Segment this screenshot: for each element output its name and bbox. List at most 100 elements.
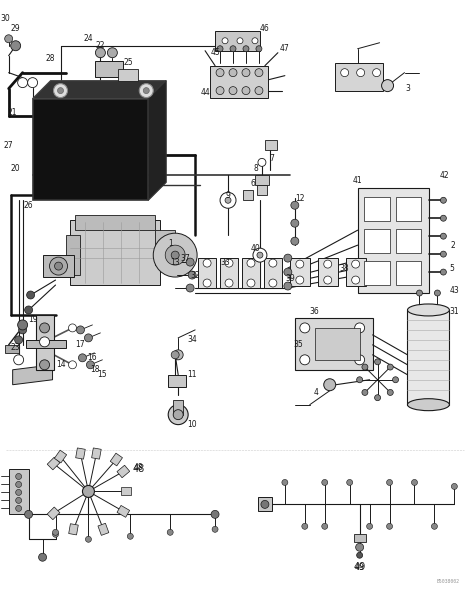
Circle shape bbox=[291, 237, 299, 245]
Circle shape bbox=[356, 543, 364, 551]
Text: 43: 43 bbox=[449, 285, 459, 295]
Text: 2: 2 bbox=[451, 241, 456, 250]
Circle shape bbox=[257, 252, 263, 258]
Text: 10: 10 bbox=[187, 420, 197, 429]
Circle shape bbox=[253, 248, 267, 262]
Bar bbox=[110, 453, 122, 466]
Circle shape bbox=[451, 483, 457, 489]
Circle shape bbox=[440, 197, 447, 203]
Circle shape bbox=[324, 260, 332, 268]
Text: 23: 23 bbox=[11, 343, 20, 352]
Circle shape bbox=[95, 47, 105, 58]
Text: 30: 30 bbox=[1, 14, 10, 23]
Text: 19: 19 bbox=[28, 315, 37, 324]
Circle shape bbox=[14, 355, 24, 365]
Circle shape bbox=[50, 257, 67, 275]
Text: 47: 47 bbox=[280, 44, 290, 53]
Text: 11: 11 bbox=[187, 370, 197, 380]
Bar bbox=[168, 375, 186, 387]
Circle shape bbox=[300, 355, 310, 365]
Bar bbox=[118, 69, 138, 81]
Circle shape bbox=[69, 324, 76, 332]
Bar bbox=[318, 258, 337, 286]
Circle shape bbox=[324, 379, 336, 391]
Circle shape bbox=[355, 323, 365, 333]
Circle shape bbox=[291, 201, 299, 209]
Text: 42: 42 bbox=[439, 171, 449, 180]
Text: 6: 6 bbox=[251, 179, 255, 188]
Text: 5: 5 bbox=[449, 263, 454, 273]
Text: 16: 16 bbox=[88, 353, 97, 362]
Text: 46: 46 bbox=[260, 24, 270, 33]
Text: 31: 31 bbox=[449, 307, 459, 317]
Polygon shape bbox=[13, 365, 53, 385]
Circle shape bbox=[108, 47, 118, 58]
Circle shape bbox=[173, 410, 183, 420]
Circle shape bbox=[355, 355, 365, 365]
Circle shape bbox=[366, 524, 373, 530]
Bar bbox=[295, 318, 373, 370]
Bar bbox=[257, 186, 267, 195]
Bar bbox=[75, 215, 155, 230]
Circle shape bbox=[18, 320, 27, 330]
Text: 49: 49 bbox=[354, 562, 366, 572]
Text: 48: 48 bbox=[134, 463, 143, 472]
Text: 44: 44 bbox=[200, 88, 210, 97]
Bar bbox=[243, 190, 253, 200]
Circle shape bbox=[16, 473, 22, 480]
Circle shape bbox=[387, 524, 392, 530]
Circle shape bbox=[76, 326, 84, 334]
Circle shape bbox=[324, 276, 332, 284]
Circle shape bbox=[411, 480, 418, 486]
Text: 3: 3 bbox=[405, 84, 410, 93]
Circle shape bbox=[167, 530, 173, 535]
Circle shape bbox=[255, 87, 263, 95]
Circle shape bbox=[284, 254, 292, 262]
Circle shape bbox=[296, 276, 304, 284]
Circle shape bbox=[165, 245, 185, 265]
Text: 14: 14 bbox=[56, 361, 65, 369]
Bar bbox=[95, 60, 123, 76]
Bar bbox=[220, 258, 238, 288]
Circle shape bbox=[256, 46, 262, 52]
Circle shape bbox=[252, 38, 258, 44]
Circle shape bbox=[341, 69, 349, 76]
Circle shape bbox=[139, 84, 153, 98]
Bar bbox=[91, 448, 101, 459]
Circle shape bbox=[225, 197, 231, 203]
Text: 8: 8 bbox=[254, 164, 258, 173]
Bar bbox=[395, 197, 421, 221]
Circle shape bbox=[79, 354, 86, 362]
Circle shape bbox=[261, 500, 269, 508]
Circle shape bbox=[86, 361, 94, 369]
Text: 12: 12 bbox=[295, 194, 305, 203]
Circle shape bbox=[216, 87, 224, 95]
Bar bbox=[395, 229, 421, 253]
Circle shape bbox=[16, 505, 22, 511]
Circle shape bbox=[382, 79, 393, 91]
Circle shape bbox=[53, 531, 58, 537]
Circle shape bbox=[212, 527, 218, 533]
Circle shape bbox=[296, 260, 304, 268]
Bar bbox=[364, 197, 390, 221]
Bar bbox=[198, 258, 216, 288]
Circle shape bbox=[15, 336, 23, 344]
Bar bbox=[65, 235, 81, 275]
Bar bbox=[43, 255, 74, 277]
Bar bbox=[47, 507, 60, 519]
Circle shape bbox=[247, 279, 255, 287]
Text: 21: 21 bbox=[8, 108, 18, 117]
Circle shape bbox=[40, 360, 50, 370]
Bar bbox=[9, 470, 28, 514]
Circle shape bbox=[242, 87, 250, 95]
Circle shape bbox=[85, 536, 91, 542]
Text: 38: 38 bbox=[340, 263, 349, 273]
Circle shape bbox=[84, 334, 92, 342]
Circle shape bbox=[356, 69, 365, 76]
Text: 39: 39 bbox=[285, 273, 295, 282]
Circle shape bbox=[173, 350, 183, 360]
Text: 40: 40 bbox=[251, 244, 261, 253]
Circle shape bbox=[203, 279, 211, 287]
Circle shape bbox=[168, 404, 188, 425]
Circle shape bbox=[417, 290, 422, 296]
